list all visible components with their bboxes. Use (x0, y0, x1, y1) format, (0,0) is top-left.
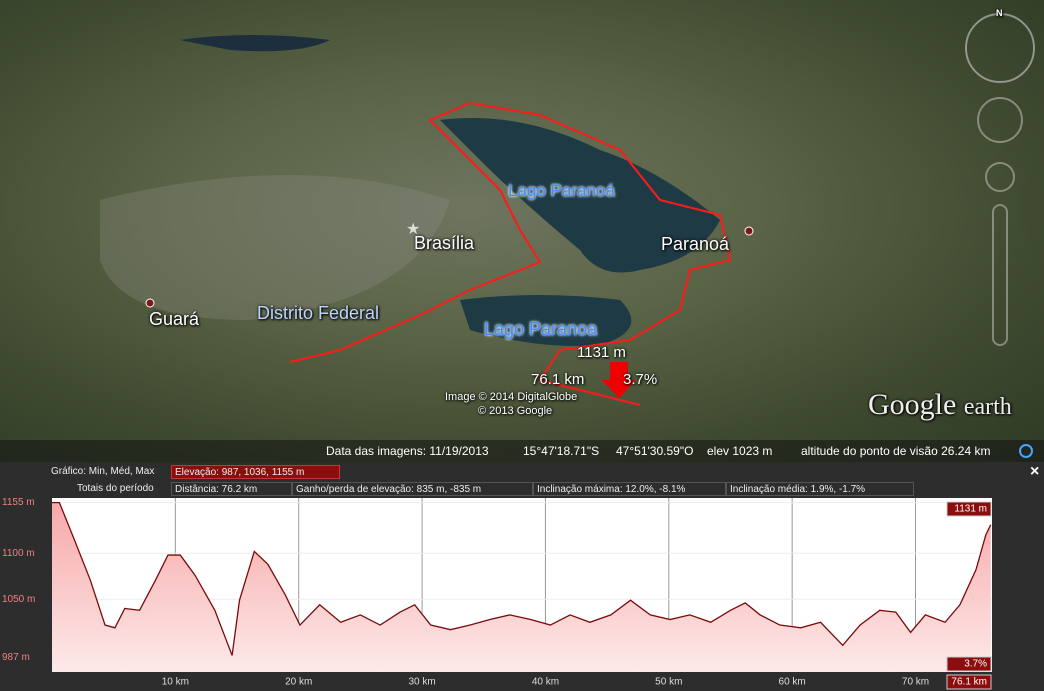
map-label: Distrito Federal (257, 303, 380, 323)
header-label: Totais do período (77, 483, 154, 494)
close-button[interactable]: × (1030, 463, 1040, 480)
logo-product: earth (963, 394, 1012, 420)
annotation-box (946, 501, 992, 517)
readout-distance: 76.1 km (531, 371, 585, 388)
credit: Image © 2014 DigitalGlobe (445, 391, 578, 403)
map-label: Lago Paranoá (508, 181, 615, 200)
map-label: Paranoá (661, 234, 730, 254)
lake (440, 118, 720, 273)
lake (460, 295, 632, 346)
elevation-profile: Gráfico: Min, Méd, Max Elevação: 987, 10… (0, 462, 1044, 691)
route (289, 101, 732, 406)
x-tick-label: 10 km (162, 677, 189, 688)
place-marker (744, 226, 754, 236)
street-view-control[interactable] (985, 162, 1015, 192)
map-view[interactable]: ★ N Lago Paranoá Brasília Paranoá Guará … (0, 0, 1044, 462)
header-stat: Ganho/perda de elevação: 835 m, -835 m (292, 482, 533, 496)
map-label: Guará (149, 309, 200, 329)
header-label: Gráfico: Min, Méd, Max (51, 466, 155, 477)
position-marker (602, 362, 636, 398)
place-marker (145, 298, 155, 308)
annotation: 76.1 km (951, 677, 987, 688)
x-tick-label: 50 km (655, 677, 682, 688)
readout-slope: 3.7% (623, 371, 658, 388)
x-tick-label: 30 km (408, 677, 435, 688)
annotation: 1131 m (954, 504, 987, 515)
compass-north: N (996, 8, 1003, 18)
map-label: Lago Paranoa (484, 319, 598, 339)
map-imagery: ★ (100, 13, 1035, 406)
header-stat: Inclinação média: 1.9%, -1.7% (726, 482, 914, 496)
x-tick-label: 40 km (532, 677, 559, 688)
logo: Google earth (868, 388, 1012, 422)
y-tick-label: 1100 m (2, 548, 35, 559)
readout-elevation: 1131 m (577, 344, 626, 361)
look-control[interactable] (977, 97, 1023, 143)
x-tick-label: 60 km (779, 677, 806, 688)
status-bar: Data das imagens: 11/19/2013 15°47'18.71… (0, 440, 1044, 462)
elevation-line (52, 501, 992, 656)
elevation-area (52, 502, 991, 672)
x-tick-label: 20 km (285, 677, 312, 688)
annotation-box (946, 656, 992, 672)
y-tick-label: 1050 m (2, 594, 35, 605)
urban-area (100, 175, 450, 320)
elevation: elev 1023 m (707, 444, 773, 458)
x-tick-label: 70 km (902, 677, 929, 688)
annotation: 3.7% (964, 659, 987, 670)
longitude: 47°51'30.59"O (616, 444, 694, 458)
header-elevation: Elevação: 987, 1036, 1155 m (171, 465, 340, 479)
annotation-box (946, 674, 992, 690)
logo-brand: Google (868, 388, 957, 421)
header-stat: Distância: 76.2 km (171, 482, 292, 496)
credit: © 2013 Google (478, 405, 553, 417)
eye-altitude: altitude do ponto de visão 26.24 km (801, 444, 991, 458)
imagery-date: Data das imagens: 11/19/2013 (326, 444, 489, 458)
map-label: Brasília (414, 233, 475, 253)
reservoir (180, 35, 330, 52)
header-stat: Inclinação máxima: 12.0%, -8.1% (533, 482, 726, 496)
y-tick-label: 987 m (2, 652, 30, 663)
zoom-slider[interactable] (992, 204, 1008, 346)
profile-chart: 10 km 20 km 30 km 40 km 50 km 60 km 70 km 1155 … (2, 497, 992, 690)
compass-ring[interactable] (965, 13, 1035, 83)
capital-marker: ★ (406, 221, 420, 238)
latitude: 15°47'18.71"S (523, 444, 600, 458)
y-tick-label: 1155 m (2, 497, 35, 508)
streaming-indicator (1019, 444, 1033, 458)
